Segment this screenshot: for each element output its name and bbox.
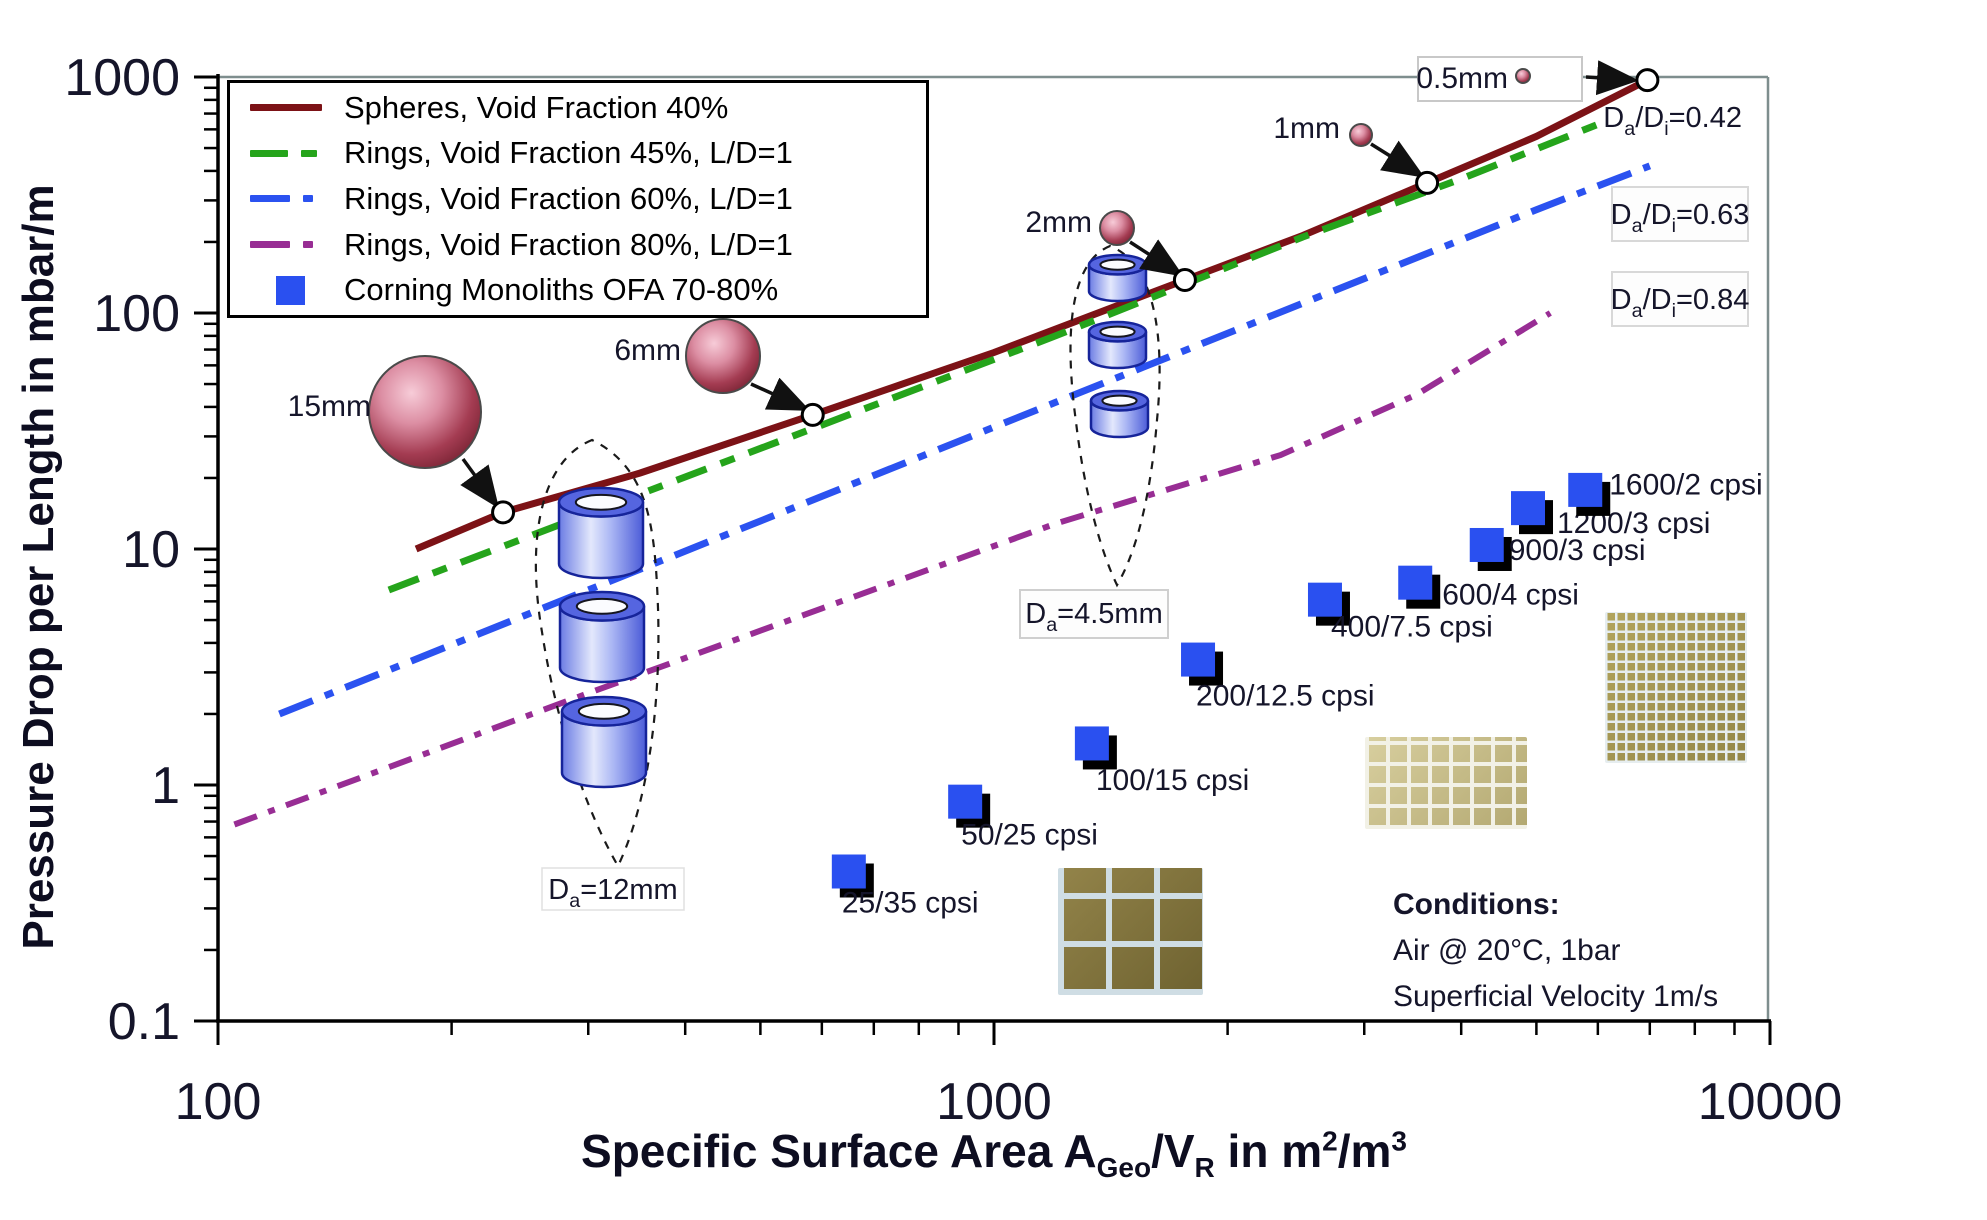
ring-drawing bbox=[1087, 320, 1148, 370]
legend-swatch bbox=[250, 149, 338, 157]
x-axis-title-main: Specific Surface Area A bbox=[581, 1125, 1097, 1177]
y-tick-label: 100 bbox=[93, 285, 180, 343]
x-axis-title-tail: in m bbox=[1214, 1125, 1323, 1177]
ring-drawing bbox=[557, 486, 645, 580]
legend-item-2: Rings, Void Fraction 60%, L/D=1 bbox=[230, 176, 926, 221]
legend-item-0: Spheres, Void Fraction 40% bbox=[230, 85, 926, 130]
ring-drawing bbox=[1087, 253, 1148, 303]
conditions-line: Air @ 20°C, 1bar bbox=[1393, 934, 1621, 967]
y-tick-label: 0.1 bbox=[108, 993, 180, 1051]
ring-label-da-4-5mm: Da​=4.5mm bbox=[1025, 598, 1163, 636]
x-tick-label: 1000 bbox=[936, 1073, 1052, 1131]
annotation-arrow bbox=[750, 377, 811, 411]
sphere-size-label: 15mm bbox=[288, 390, 371, 423]
ring-label-da-12mm: Da​=12mm bbox=[548, 874, 677, 912]
curve-point-marker bbox=[1172, 267, 1197, 292]
x-tick-label: 100 bbox=[175, 1073, 262, 1131]
annotation-arrow bbox=[1370, 140, 1425, 178]
monolith-label: 400/7.5 cpsi bbox=[1331, 610, 1493, 643]
monolith-point bbox=[1511, 491, 1546, 526]
y-tick-label: 1 bbox=[151, 757, 180, 815]
legend-item-4: Corning Monoliths OFA 70-80% bbox=[230, 268, 926, 313]
legend-label: Corning Monoliths OFA 70-80% bbox=[344, 272, 779, 308]
x-axis-title-tail2: /m bbox=[1337, 1125, 1392, 1177]
monolith-label: 100/15 cpsi bbox=[1096, 764, 1249, 797]
monolith-label: 600/4 cpsi bbox=[1442, 578, 1579, 611]
legend-swatch bbox=[250, 104, 338, 112]
ring-group-outline-left bbox=[534, 438, 660, 869]
monolith-label: 900/3 cpsi bbox=[1509, 534, 1646, 567]
sphere-size-label: 6mm bbox=[614, 334, 681, 367]
annotation-arrow bbox=[460, 457, 500, 509]
monolith-point bbox=[1181, 642, 1216, 677]
ratio-label-box bbox=[1611, 186, 1749, 242]
monolith-photo-coarse bbox=[1058, 868, 1203, 995]
conditions-block: Conditions: Air @ 20°C, 1bar Superficial… bbox=[1393, 882, 1718, 1020]
x-axis-title-sub2: R bbox=[1194, 1152, 1215, 1184]
sphere-drawing-0.5mm bbox=[1515, 68, 1531, 84]
ratio-label-042: Da​/Di​=0.42 bbox=[1603, 102, 1742, 140]
monolith-point bbox=[1307, 582, 1342, 617]
legend-label: Rings, Void Fraction 60%, L/D=1 bbox=[344, 180, 793, 216]
monolith-point bbox=[1398, 565, 1433, 600]
legend-label: Rings, Void Fraction 80%, L/D=1 bbox=[344, 226, 793, 262]
legend-swatch bbox=[250, 241, 338, 249]
legend-item-1: Rings, Void Fraction 45%, L/D=1 bbox=[230, 131, 926, 176]
ring-drawing bbox=[560, 695, 648, 789]
monolith-point bbox=[1469, 527, 1504, 562]
monolith-label: 1600/2 cpsi bbox=[1609, 469, 1762, 502]
x-axis-title: Specific Surface Area AGeo/VR in m2/m3 bbox=[218, 1124, 1770, 1184]
legend-item-3: Rings, Void Fraction 80%, L/D=1 bbox=[230, 222, 926, 267]
ring-label-box-left bbox=[541, 867, 685, 911]
y-axis-title: Pressure Drop per Length in mbar/m bbox=[14, 184, 63, 950]
conditions-title: Conditions: bbox=[1393, 888, 1560, 921]
monolith-point bbox=[1074, 726, 1109, 761]
y-tick-label: 10 bbox=[122, 521, 180, 579]
sphere-size-label: 0.5mm bbox=[1416, 62, 1508, 95]
monolith-label: 50/25 cpsi bbox=[961, 818, 1098, 851]
monolith-point bbox=[831, 854, 866, 889]
y-tick-label: 1000 bbox=[64, 49, 180, 107]
sphere-size-label: 1mm bbox=[1273, 112, 1340, 145]
monolith-point bbox=[948, 784, 983, 819]
curve-point-marker bbox=[491, 500, 516, 525]
legend-swatch bbox=[250, 195, 338, 203]
curve-point-marker bbox=[800, 402, 825, 427]
ratio-label-063: Da​/Di​=0.63 bbox=[1611, 199, 1750, 237]
ratio-label-084: Da​/Di​=0.84 bbox=[1611, 284, 1750, 322]
monolith-label: 200/12.5 cpsi bbox=[1196, 679, 1374, 712]
ratio-label-box bbox=[1611, 271, 1749, 327]
x-axis-title-sub1: Geo bbox=[1096, 1152, 1152, 1184]
ring-drawing bbox=[558, 590, 646, 684]
sphere-drawing-15mm bbox=[368, 355, 482, 469]
ring-label-box-mid bbox=[1019, 589, 1169, 639]
monolith-photo-medium bbox=[1365, 737, 1527, 829]
sphere-size-label: 2mm bbox=[1025, 206, 1092, 239]
legend: Spheres, Void Fraction 40% Rings, Void Fr… bbox=[227, 80, 929, 318]
monolith-label: 25/35 cpsi bbox=[842, 886, 979, 919]
x-tick-label: 10000 bbox=[1698, 1073, 1843, 1131]
ring-group-outline-mid bbox=[1069, 244, 1161, 588]
x-axis-title-sup1: 2 bbox=[1322, 1125, 1338, 1157]
annotation-arrow bbox=[1585, 60, 1639, 96]
x-axis-title-sup2: 3 bbox=[1391, 1125, 1407, 1157]
sphere-drawing-2mm bbox=[1099, 210, 1135, 246]
annotation-arrow bbox=[1129, 239, 1184, 277]
curve-point-marker bbox=[1635, 68, 1660, 93]
legend-swatch bbox=[250, 275, 338, 305]
conditions-line: Superficial Velocity 1m/s bbox=[1393, 980, 1719, 1013]
series-line-2 bbox=[278, 162, 1652, 718]
curve-point-marker bbox=[1415, 170, 1440, 195]
x-axis-title-mid: /V bbox=[1151, 1125, 1195, 1177]
sphere-drawing-1mm bbox=[1349, 123, 1373, 147]
monolith-point bbox=[1568, 472, 1603, 507]
legend-label: Spheres, Void Fraction 40% bbox=[344, 89, 729, 125]
legend-label: Rings, Void Fraction 45%, L/D=1 bbox=[344, 135, 793, 171]
sphere-label-box bbox=[1417, 56, 1583, 102]
ring-drawing bbox=[1089, 389, 1150, 439]
monolith-photo-fine bbox=[1605, 612, 1747, 763]
sphere-drawing-6mm bbox=[685, 318, 761, 394]
